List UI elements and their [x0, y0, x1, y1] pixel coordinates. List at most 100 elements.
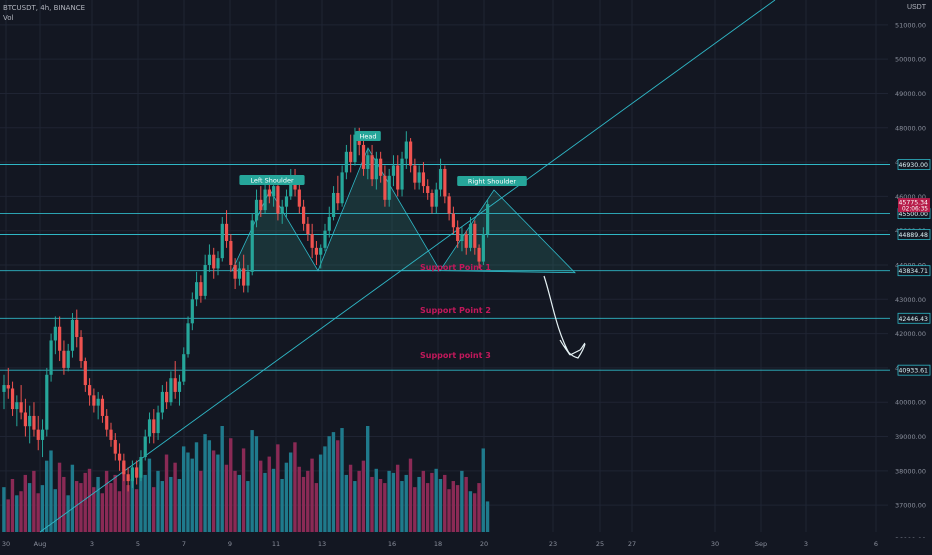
volume-bar — [344, 474, 348, 532]
volume-bar — [220, 426, 224, 532]
candle-body — [203, 265, 207, 296]
volume-bar — [400, 481, 404, 532]
volume-bar — [288, 452, 293, 532]
volume-bar — [284, 462, 289, 532]
candle-body — [199, 282, 203, 296]
volume-bar — [70, 464, 75, 532]
volume-bar — [19, 491, 23, 532]
time-tick-label: 5 — [136, 540, 140, 548]
volume-bar — [27, 483, 32, 532]
price-tick-label: 50000.00 — [895, 56, 926, 64]
candle-body — [434, 189, 438, 207]
volume-bar — [233, 470, 237, 532]
volume-bar — [254, 436, 259, 532]
candle-body — [319, 247, 323, 255]
volume-bar — [357, 470, 361, 532]
volume-bar — [276, 444, 280, 532]
candle-body — [327, 216, 331, 231]
volume-bar — [327, 436, 331, 532]
volume-bar — [57, 462, 62, 532]
candle-body — [302, 206, 306, 224]
candle-body — [447, 196, 451, 214]
volume-indicator-label: Vol — [3, 14, 14, 22]
volume-bar — [15, 495, 19, 532]
current-price-badge — [898, 198, 930, 213]
time-tick-label: 11 — [272, 540, 280, 548]
level-price-badge — [897, 364, 931, 376]
candle-body — [96, 398, 100, 406]
candle-body — [443, 168, 447, 197]
candle-body — [83, 361, 87, 386]
pattern-tag-label: Right Shoulder — [468, 178, 516, 186]
candle-body — [451, 213, 455, 228]
volume-bar — [134, 489, 139, 532]
candle-body — [391, 165, 396, 176]
volume-bar — [40, 485, 45, 532]
volume-bar — [224, 464, 229, 532]
time-tick-label: Aug — [34, 540, 47, 548]
time-tick-label: 30 — [2, 540, 10, 548]
volume-bar — [181, 446, 186, 532]
candle-body — [430, 192, 434, 207]
volume-bar — [246, 481, 250, 532]
candle-body — [344, 151, 348, 173]
level-price-badge — [897, 229, 931, 240]
volume-bar — [6, 499, 10, 532]
support-label: Support Point 2 — [420, 306, 491, 315]
candle-body — [306, 223, 310, 235]
price-tick-label: 43000.00 — [895, 296, 926, 304]
volume-bar — [336, 440, 340, 532]
volume-bar — [430, 472, 434, 532]
price-tick-label: 48000.00 — [895, 124, 926, 132]
level-price-label: 43834.71 — [898, 268, 928, 275]
candle-body — [336, 192, 340, 204]
level-price-label: 46930.00 — [898, 162, 928, 169]
volume-bar — [395, 464, 400, 532]
volume-bar — [117, 491, 122, 532]
candle-body — [62, 350, 66, 368]
candle-body — [32, 415, 36, 430]
time-tick-label: 20 — [480, 540, 488, 548]
volume-bar — [353, 481, 357, 532]
candle-body — [75, 319, 79, 338]
candle-body — [36, 429, 40, 440]
time-tick-label: 18 — [434, 540, 442, 548]
projection-arrow — [543, 275, 586, 356]
candle-body — [263, 189, 267, 211]
volume-bar — [374, 468, 378, 532]
volume-bar — [156, 470, 160, 532]
candle-body — [413, 165, 417, 183]
candle-body — [109, 429, 113, 440]
candle-body — [143, 436, 147, 458]
volume-bar — [387, 470, 391, 532]
level-price-badge — [897, 159, 931, 170]
volume-bar — [100, 493, 105, 532]
volume-bar — [229, 438, 233, 532]
currency-label: USDT — [906, 4, 926, 11]
candle-body — [473, 223, 477, 248]
volume-bar — [413, 487, 417, 532]
volume-bar — [241, 448, 246, 532]
candle-body — [340, 172, 344, 204]
time-tick-label: 9 — [228, 540, 232, 548]
volume-bar — [83, 472, 87, 532]
volume-bar — [263, 472, 267, 532]
candle-body — [70, 319, 75, 351]
candle-body — [147, 419, 152, 437]
volume-bar — [113, 474, 117, 532]
time-tick-label: 13 — [318, 540, 326, 548]
candle-body — [276, 186, 280, 214]
volume-bar — [421, 470, 426, 532]
volume-bar — [147, 458, 152, 532]
candle-body — [259, 199, 263, 211]
candle-body — [229, 240, 233, 265]
candle-body — [79, 337, 83, 362]
volume-bar — [460, 470, 464, 532]
price-tick-label: 49000.00 — [895, 90, 926, 98]
candle-body — [486, 204, 490, 235]
candle-body — [49, 340, 53, 375]
volume-bar — [473, 493, 477, 532]
candle-body — [284, 196, 289, 207]
